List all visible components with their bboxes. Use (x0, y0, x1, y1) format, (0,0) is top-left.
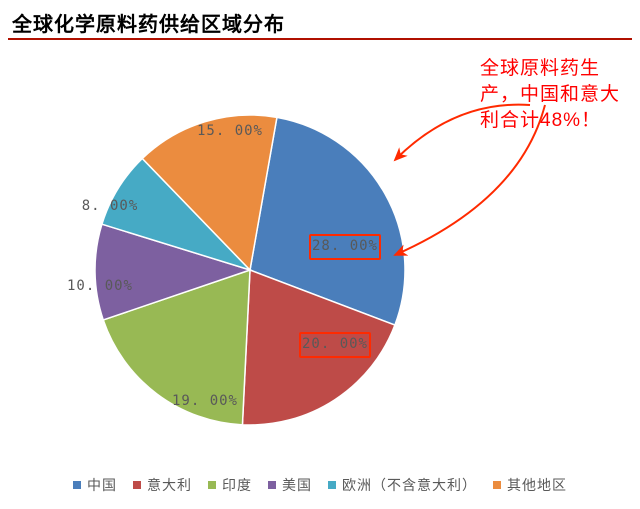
legend-swatch (133, 481, 141, 489)
slice-label: 19. 00% (172, 393, 238, 409)
pie-chart: 28. 00% 20. 00% 19. 00% 10. 00% 8. 00% 15. 00… (0, 46, 640, 466)
callout-arrows (395, 105, 545, 255)
title-divider (8, 38, 632, 40)
legend-label: 美国 (282, 477, 312, 493)
page: 全球化学原料药供给区域分布 全球原料药生产，中国和意大利合计48%！ 28. 0… (0, 0, 640, 509)
legend-swatch (493, 481, 501, 489)
legend-item: 欧洲（不含意大利） (328, 475, 477, 495)
slice-label: 10. 00% (67, 278, 133, 294)
legend-item: 意大利 (133, 475, 192, 495)
legend-item: 其他地区 (493, 475, 567, 495)
pie-svg: 28. 00% 20. 00% 19. 00% 10. 00% 8. 00% 15. 00… (0, 46, 640, 466)
legend-item: 中国 (73, 475, 117, 495)
legend-swatch (328, 481, 336, 489)
legend-item: 印度 (208, 475, 252, 495)
legend-swatch (208, 481, 216, 489)
legend-label: 中国 (87, 477, 117, 493)
slice-label: 15. 00% (197, 123, 263, 139)
callout-arrow (395, 105, 530, 160)
slice-label: 28. 00% (312, 238, 378, 254)
slice-label: 20. 00% (302, 336, 368, 352)
legend: 中国 意大利 印度 美国 欧洲（不含意大利） 其他地区 (0, 475, 640, 495)
legend-swatch (73, 481, 81, 489)
legend-label: 欧洲（不含意大利） (342, 477, 477, 493)
callout-arrow (395, 105, 545, 255)
slice-label: 8. 00% (82, 198, 139, 214)
pie-slices (95, 115, 405, 425)
legend-item: 美国 (268, 475, 312, 495)
chart-title: 全球化学原料药供给区域分布 (12, 8, 285, 37)
legend-swatch (268, 481, 276, 489)
legend-label: 印度 (222, 477, 252, 493)
legend-label: 其他地区 (507, 477, 567, 493)
legend-label: 意大利 (147, 477, 192, 493)
